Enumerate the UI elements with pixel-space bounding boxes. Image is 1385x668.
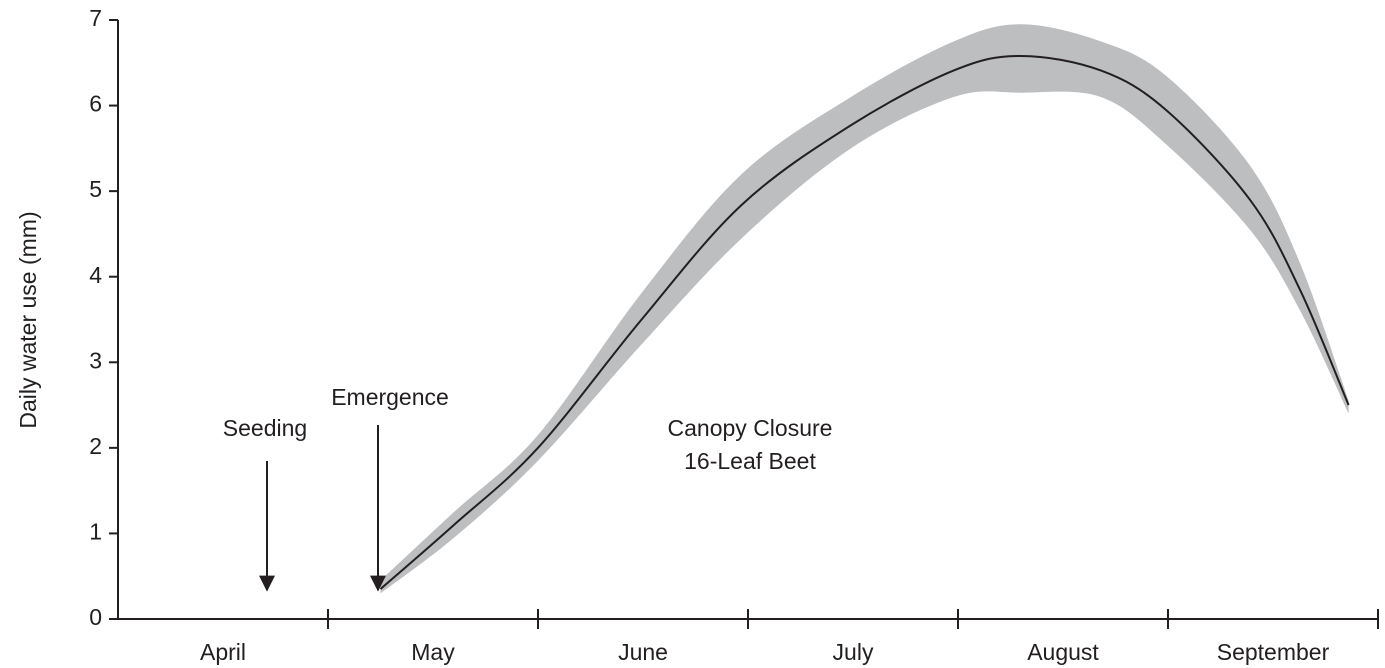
annotation: 16-Leaf Beet bbox=[684, 448, 816, 474]
y-axis-label: Daily water use (mm) bbox=[15, 211, 41, 428]
y-tick-label: 2 bbox=[89, 433, 102, 459]
y-tick-label: 1 bbox=[89, 519, 102, 545]
y-tick-label: 0 bbox=[89, 604, 102, 630]
x-tick-label: June bbox=[618, 639, 668, 665]
y-tick-label: 5 bbox=[89, 176, 102, 202]
x-tick-label: April bbox=[200, 639, 246, 665]
y-tick-label: 3 bbox=[89, 347, 102, 373]
x-tick-label: August bbox=[1027, 639, 1099, 665]
line bbox=[379, 54, 1350, 590]
annotation: Emergence bbox=[331, 384, 449, 410]
annotation: Canopy Closure bbox=[668, 415, 833, 441]
annotation: Seeding bbox=[223, 415, 307, 441]
y-tick-label: 7 bbox=[89, 5, 102, 31]
confidence-band bbox=[380, 24, 1349, 594]
x-tick-label: July bbox=[833, 639, 874, 665]
y-tick-label: 4 bbox=[89, 262, 102, 288]
x-tick-label: May bbox=[411, 639, 455, 665]
y-tick-label: 6 bbox=[89, 91, 102, 117]
x-tick-label: September bbox=[1217, 639, 1330, 665]
